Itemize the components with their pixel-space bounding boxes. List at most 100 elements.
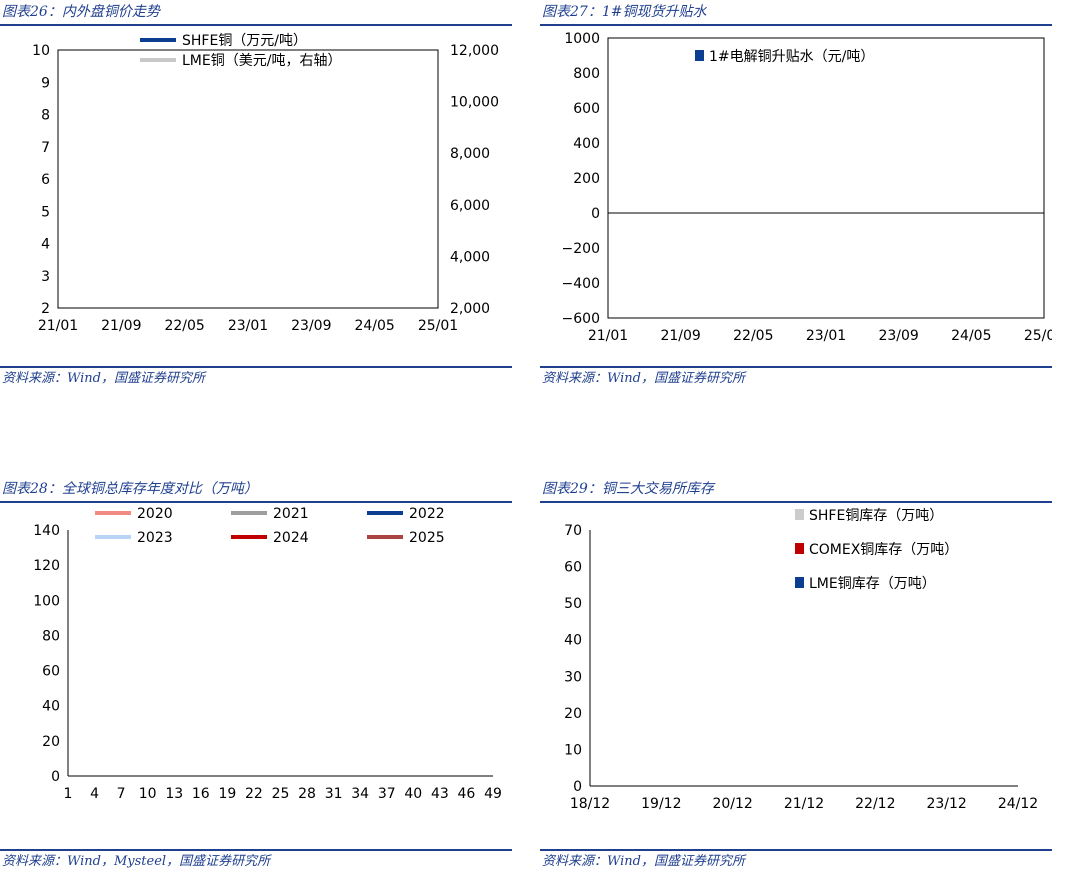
x-tick-label: 46	[458, 786, 476, 802]
x-tick-label: 18/12	[570, 796, 610, 812]
x-tick-label: 23/09	[291, 318, 331, 334]
y-tick-label: 9	[41, 75, 50, 91]
panel-source: 资料来源：Wind，国盛证券研究所	[540, 849, 1052, 871]
x-tick-label: 21/09	[660, 328, 700, 344]
x-tick-label: 21/09	[101, 318, 141, 334]
legend-label: LME铜（美元/吨，右轴）	[182, 53, 341, 69]
legend-label: COMEX铜库存（万吨）	[809, 542, 958, 558]
x-tick-label: 19/12	[641, 796, 681, 812]
y-tick-label: 600	[573, 101, 600, 117]
x-tick-label: 13	[165, 786, 183, 802]
y-tick-label: 40	[42, 699, 60, 715]
y-tick-label: −400	[562, 276, 600, 292]
x-tick-label: 40	[404, 786, 422, 802]
y-tick-label: 20	[42, 734, 60, 750]
y-tick-label: −200	[562, 241, 600, 257]
y-tick-label: 400	[573, 136, 600, 152]
panel-title: 图表27：1#铜现货升贴水	[540, 0, 1052, 26]
y-tick-label: 10	[32, 43, 50, 59]
panel-copper-price: 图表26：内外盘铜价走势 10 9 8 7 6 5 4 3 2 12,000 10,000 8,000…	[0, 0, 512, 392]
legend-label: 1#电解铜升贴水（元/吨）	[709, 49, 874, 65]
y-tick-label: 7	[41, 140, 50, 156]
legend-swatch	[795, 509, 804, 520]
y-right-tick-label: 12,000	[450, 43, 499, 59]
x-tick-label: 34	[351, 786, 369, 802]
global-inventory-chart: 140 120 100 80 60 40 20 01 4 7 10 13 16 19 22 25 28 31 34 3…	[33, 506, 502, 802]
y-right-tick-label: 4,000	[450, 249, 490, 265]
x-tick-label: 22/05	[164, 318, 204, 334]
y-tick-label: 60	[564, 560, 582, 576]
panel-copper-premium: 图表27：1#铜现货升贴水 1000 800 600 400 200 0 −200 −400 −…	[540, 0, 1052, 392]
exchange-inventory-chart: 70 60 50 40 30 20 10 018/12 19/12 20/12 21/12 22/12…	[564, 508, 1038, 812]
plot-frame	[57, 49, 439, 309]
x-tick-label: 37	[378, 786, 396, 802]
legend-swatch	[795, 577, 804, 588]
y-tick-label: 20	[564, 706, 582, 722]
x-tick-label: 24/05	[354, 318, 394, 334]
legend-label: 2022	[409, 506, 445, 522]
x-tick-label: 4	[90, 786, 99, 802]
y-tick-label: 1000	[564, 31, 600, 47]
y-right-tick-label: 2,000	[450, 301, 490, 317]
panel-source: 资料来源：Wind，国盛证券研究所	[0, 366, 512, 388]
x-tick-label: 19	[218, 786, 236, 802]
legend-label: 2021	[273, 506, 309, 522]
x-tick-label: 21/12	[784, 796, 824, 812]
y-tick-label: 120	[33, 558, 60, 574]
panel-source: 资料来源：Wind，Mysteel，国盛证券研究所	[0, 849, 512, 871]
legend-label: 2020	[137, 506, 173, 522]
panel-source: 资料来源：Wind，国盛证券研究所	[540, 366, 1052, 388]
y-right-tick-label: 10,000	[450, 95, 499, 111]
x-tick-label: 24/12	[998, 796, 1038, 812]
y-tick-label: 4	[41, 237, 50, 253]
plot-frame	[607, 37, 1045, 319]
x-tick-label: 16	[192, 786, 210, 802]
x-tick-label: 24/05	[951, 328, 991, 344]
x-tick-label: 21/01	[588, 328, 628, 344]
x-tick-label: 23/09	[878, 328, 918, 344]
y-tick-label: 200	[573, 171, 600, 187]
x-tick-label: 25/01	[1024, 328, 1052, 344]
legend-label: SHFE铜（万元/吨）	[182, 33, 307, 49]
y-tick-label: 800	[573, 66, 600, 82]
legend-label: 2023	[137, 530, 173, 546]
x-tick-label: 43	[431, 786, 449, 802]
y-right-tick-label: 6,000	[450, 198, 490, 214]
y-tick-label: 10	[564, 742, 582, 758]
panel-exchange-inventory: 图表29：铜三大交易所库存 70 60 50 40 30 20 10 0 18/12 19/12 2…	[540, 477, 1052, 875]
panel-title: 图表26：内外盘铜价走势	[0, 0, 512, 26]
panel-global-inventory: 图表28：全球铜总库存年度对比（万吨） 140 120 100 80 60 40 20 0 1 4…	[0, 477, 512, 875]
y-tick-label: 80	[42, 628, 60, 644]
x-tick-label: 23/12	[926, 796, 966, 812]
panel-title: 图表28：全球铜总库存年度对比（万吨）	[0, 477, 512, 503]
x-tick-label: 23/01	[806, 328, 846, 344]
x-tick-label: 23/01	[228, 318, 268, 334]
x-tick-label: 7	[117, 786, 126, 802]
x-tick-label: 22/05	[733, 328, 773, 344]
x-tick-label: 25	[272, 786, 290, 802]
x-tick-label: 1	[64, 786, 73, 802]
y-tick-label: 40	[564, 633, 582, 649]
x-tick-label: 22	[245, 786, 263, 802]
y-tick-label: 60	[42, 664, 60, 680]
x-tick-label: 20/12	[712, 796, 752, 812]
legend-label: LME铜库存（万吨）	[809, 576, 936, 592]
legend-swatch	[695, 50, 704, 61]
x-tick-label: 25/01	[418, 318, 458, 334]
x-tick-label: 31	[325, 786, 343, 802]
y-tick-label: −600	[562, 311, 600, 327]
y-tick-label: 140	[33, 523, 60, 539]
y-tick-label: 100	[33, 593, 60, 609]
x-tick-label: 22/12	[855, 796, 895, 812]
y-tick-label: 0	[573, 779, 582, 795]
legend-label: 2024	[273, 530, 309, 546]
y-tick-label: 70	[564, 523, 582, 539]
legend-label: SHFE铜库存（万吨）	[809, 508, 943, 524]
y-right-tick-label: 8,000	[450, 146, 490, 162]
x-tick-label: 28	[298, 786, 316, 802]
legend-label: 2025	[409, 530, 445, 546]
y-tick-label: 6	[41, 172, 50, 188]
copper-price-chart: 10 9 8 7 6 5 4 3 2 12,000 10,000 8,000 6,000 4,000 2,0…	[32, 33, 499, 334]
y-tick-label: 5	[41, 204, 50, 220]
